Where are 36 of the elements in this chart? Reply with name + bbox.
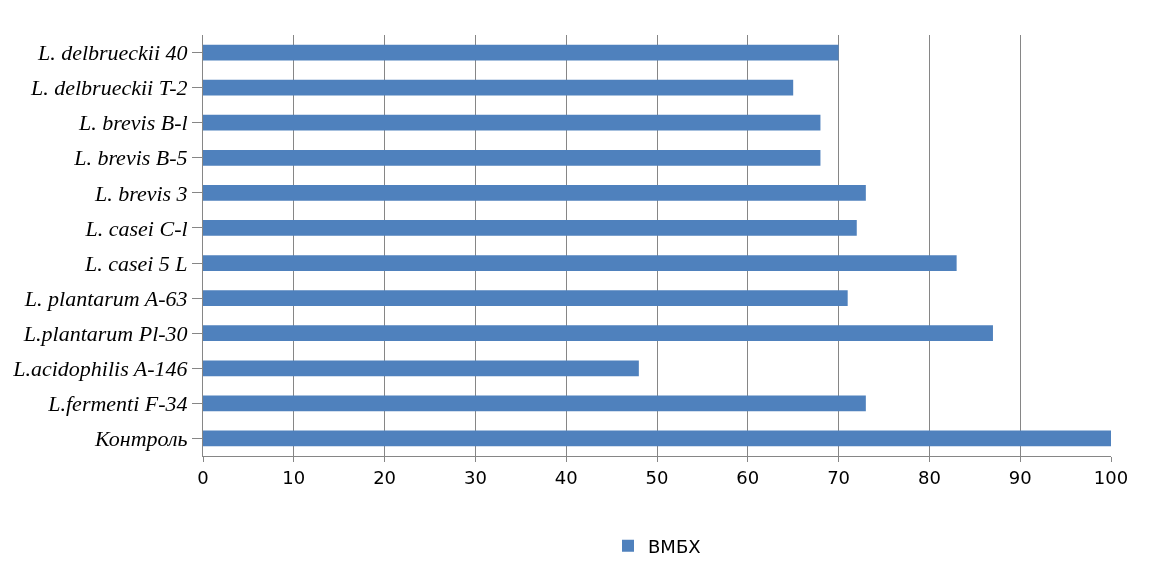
x-tick-label: 40 bbox=[554, 466, 578, 488]
bar bbox=[203, 360, 639, 377]
x-tick-label: 80 bbox=[917, 466, 941, 488]
x-tick-label: 0 bbox=[197, 466, 209, 488]
x-tick-label: 50 bbox=[645, 466, 669, 488]
bar bbox=[203, 79, 794, 96]
y-tick-label: L.fermenti F-34 bbox=[47, 391, 188, 417]
bar bbox=[203, 149, 821, 166]
y-tick-label: L.acidophilis A-146 bbox=[12, 355, 188, 381]
y-tick-label: L. casei 5 L bbox=[83, 250, 188, 276]
y-tick-label: L. plantarum A-63 bbox=[23, 285, 188, 311]
bar bbox=[203, 44, 839, 61]
x-tick-label: 60 bbox=[736, 466, 760, 488]
y-tick-label: L.plantarum Pl-30 bbox=[22, 320, 188, 346]
y-tick-label: L. brevis 3 bbox=[93, 180, 188, 206]
bar bbox=[203, 290, 848, 307]
x-tick-label: 20 bbox=[373, 466, 397, 488]
y-tick-label: L. delbrueckii 40 bbox=[36, 40, 188, 66]
x-tick-label: 100 bbox=[1093, 466, 1129, 488]
bar bbox=[203, 325, 993, 342]
x-tick-label: 90 bbox=[1008, 466, 1032, 488]
x-tick-label: 70 bbox=[827, 466, 851, 488]
legend-label: ВМБХ bbox=[648, 535, 701, 557]
y-tick-label: L. delbrueckii T-2 bbox=[29, 75, 188, 101]
x-tick-label: 30 bbox=[463, 466, 487, 488]
y-tick-label: L. casei C-l bbox=[84, 215, 188, 241]
bar bbox=[203, 220, 857, 236]
bar bbox=[203, 114, 821, 131]
bar bbox=[203, 430, 1111, 447]
bar bbox=[203, 395, 866, 412]
x-tick-label: 10 bbox=[282, 466, 306, 488]
bar bbox=[203, 255, 957, 271]
y-tick-label: L. brevis B-l bbox=[78, 110, 188, 136]
y-tick-label: Контроль bbox=[93, 426, 188, 452]
y-tick-label: L. brevis B-5 bbox=[73, 145, 188, 171]
bar bbox=[203, 184, 866, 201]
